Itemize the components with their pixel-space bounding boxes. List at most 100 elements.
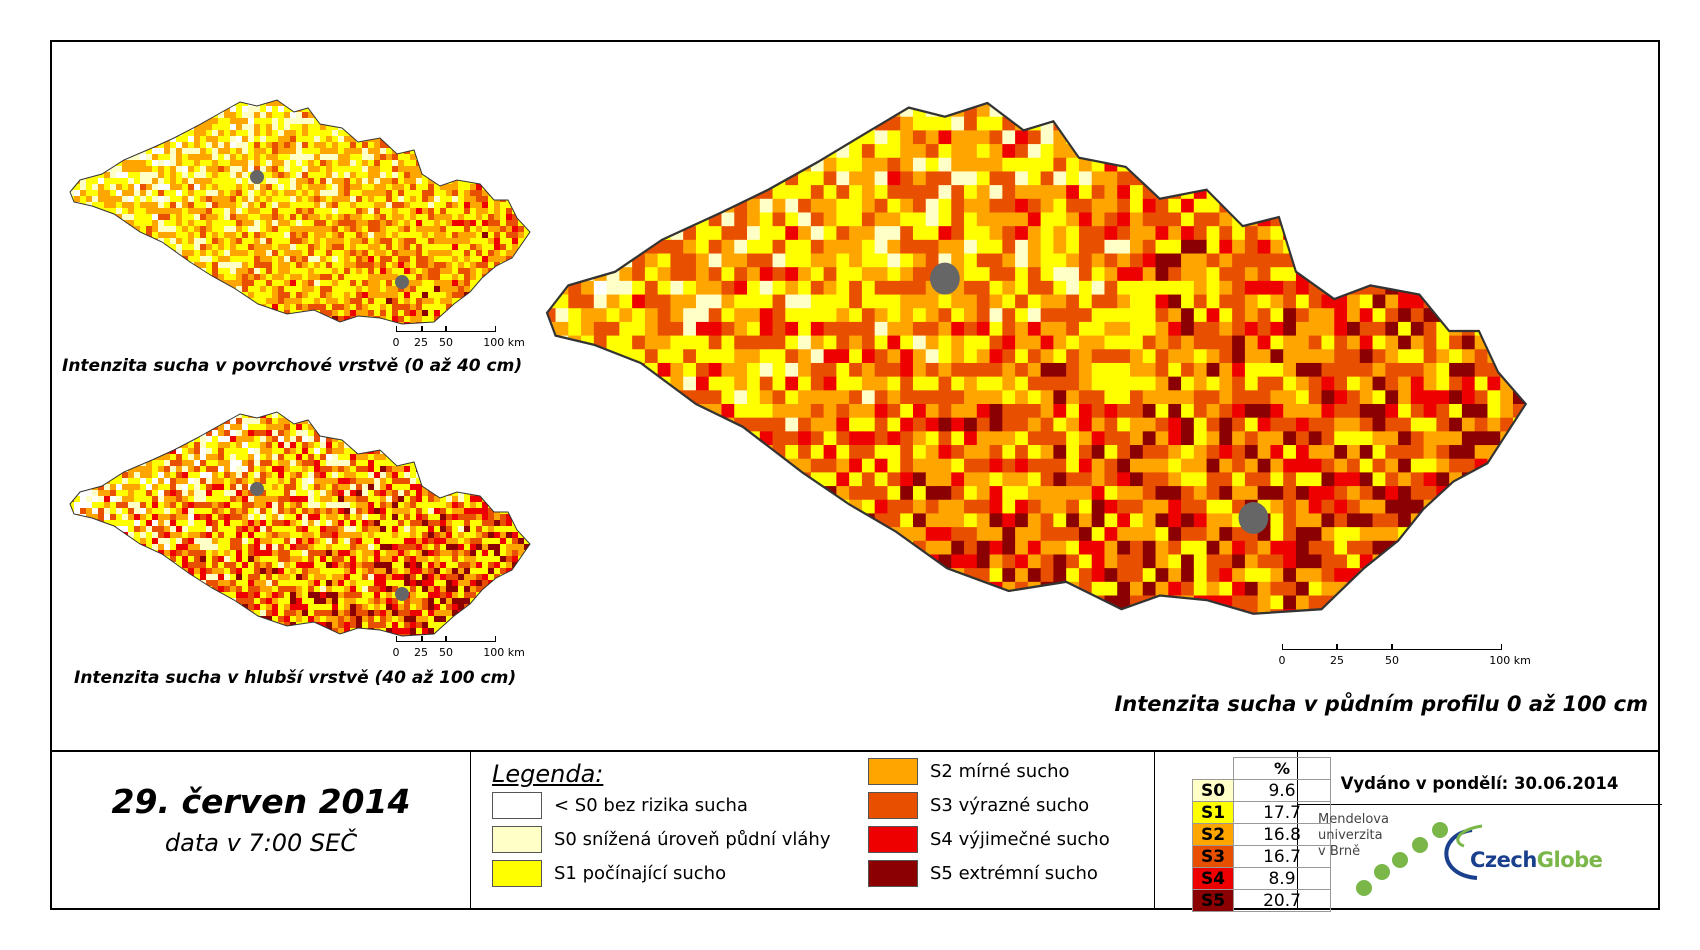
drought-cell	[434, 136, 441, 143]
drought-cell	[488, 268, 495, 275]
drought-cell	[314, 490, 321, 497]
drought-cell	[386, 304, 393, 311]
drought-cell	[374, 472, 381, 479]
drought-cell	[224, 394, 231, 401]
drought-cell	[194, 244, 201, 251]
drought-cell	[122, 238, 129, 245]
drought-cell	[122, 214, 129, 221]
drought-cell	[86, 508, 93, 515]
drought-cell	[428, 508, 435, 515]
drought-cell	[290, 220, 297, 227]
drought-cell	[302, 448, 309, 455]
drought-cell	[332, 220, 339, 227]
drought-cell	[182, 238, 189, 245]
drought-cell	[284, 124, 291, 131]
drought-cell	[464, 304, 471, 311]
drought-cell	[164, 106, 171, 113]
drought-cell	[440, 412, 447, 413]
drought-cell	[254, 316, 261, 323]
drought-cell	[422, 304, 429, 311]
drought-cell	[488, 478, 495, 485]
drought-cell	[278, 442, 285, 449]
drought-cell	[104, 316, 111, 323]
drought-cell	[350, 118, 357, 125]
drought-cell	[176, 166, 183, 173]
drought-cell	[176, 478, 183, 485]
drought-cell	[476, 124, 483, 131]
drought-cell	[374, 274, 381, 281]
drought-cell	[518, 106, 525, 113]
drought-cell	[332, 214, 339, 221]
drought-cell	[296, 100, 303, 107]
drought-cell	[206, 238, 213, 245]
drought-cell	[476, 508, 483, 515]
drought-cell	[344, 226, 351, 233]
drought-cell	[344, 100, 351, 107]
drought-cell	[356, 148, 363, 155]
drought-cell	[302, 154, 309, 161]
drought-cell	[512, 184, 519, 191]
drought-cell	[260, 106, 267, 113]
drought-cell	[440, 484, 447, 491]
drought-cell	[242, 484, 249, 491]
drought-cell	[308, 460, 315, 467]
drought-cell	[386, 436, 393, 443]
drought-cell	[458, 454, 465, 461]
drought-cell	[428, 484, 435, 491]
drought-cell	[122, 88, 129, 95]
drought-cell	[302, 286, 309, 293]
drought-cell	[164, 82, 171, 89]
drought-cell	[470, 82, 477, 89]
drought-cell	[296, 280, 303, 287]
drought-cell	[122, 166, 129, 173]
drought-cell	[386, 514, 393, 521]
drought-cell	[248, 262, 255, 269]
drought-cell	[332, 190, 339, 197]
drought-cell	[350, 190, 357, 197]
drought-cell	[164, 316, 171, 323]
drought-cell	[242, 190, 249, 197]
drought-cell	[128, 400, 135, 407]
drought-cell	[368, 400, 375, 407]
drought-cell	[248, 268, 255, 275]
drought-cell	[338, 316, 345, 323]
drought-cell	[476, 298, 483, 305]
drought-cell	[278, 514, 285, 521]
drought-cell	[356, 490, 363, 497]
drought-cell	[344, 400, 351, 407]
drought-cell	[242, 460, 249, 467]
drought-cell	[236, 514, 243, 521]
drought-cell	[296, 508, 303, 515]
drought-cell	[500, 448, 507, 455]
drought-cell	[74, 520, 81, 527]
drought-cell	[230, 160, 237, 167]
drought-cell	[452, 256, 459, 263]
drought-cell	[92, 130, 99, 137]
drought-cell	[338, 490, 345, 497]
drought-cell	[488, 124, 495, 131]
drought-cell	[278, 214, 285, 221]
drought-cell	[224, 274, 231, 281]
drought-cell	[164, 484, 171, 491]
drought-cell	[344, 166, 351, 173]
drought-cell	[266, 322, 273, 324]
drought-cell	[494, 304, 501, 311]
drought-cell	[320, 436, 327, 443]
drought-cell	[464, 88, 471, 95]
drought-cell	[434, 112, 441, 119]
drought-cell	[440, 88, 447, 95]
drought-cell	[356, 286, 363, 293]
drought-cell	[476, 238, 483, 245]
drought-cell	[92, 196, 99, 203]
drought-cell	[320, 202, 327, 209]
drought-cell	[386, 262, 393, 269]
drought-cell	[224, 508, 231, 515]
drought-cell	[70, 118, 75, 125]
drought-cell	[254, 238, 261, 245]
drought-cell	[518, 226, 525, 233]
drought-cell	[254, 250, 261, 257]
drought-cell	[86, 154, 93, 161]
drought-cell	[236, 472, 243, 479]
drought-cell	[62, 100, 69, 107]
drought-cell	[434, 418, 441, 425]
